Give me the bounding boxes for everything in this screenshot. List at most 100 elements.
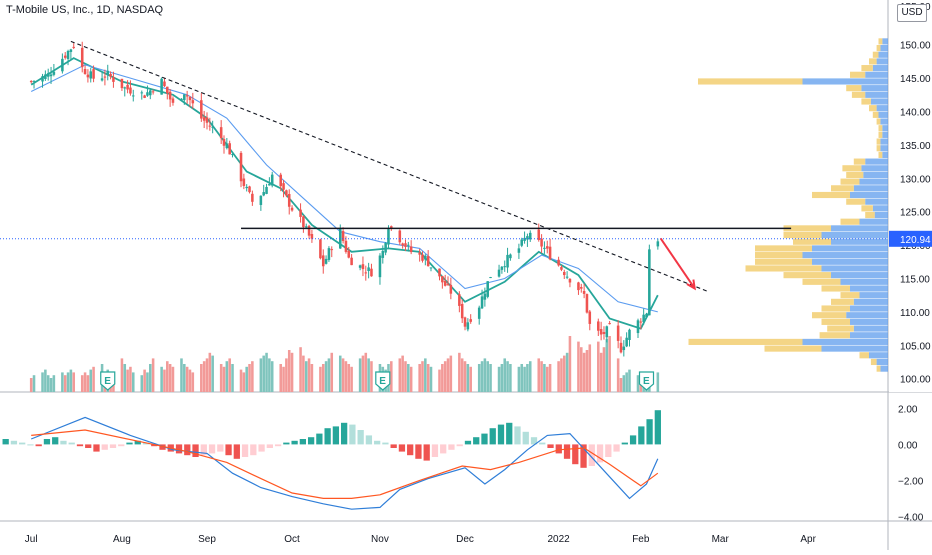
candle-down [562,271,566,276]
volume-bar [29,378,33,392]
macd-histogram-bar [291,440,298,445]
candle-down [418,252,421,255]
volume-bar [262,355,265,392]
last-price-label-bg [889,230,932,247]
macd-histogram-bar [613,444,620,452]
earnings-marker[interactable]: E [100,371,116,391]
volume-bar [466,364,470,392]
volume-bar [279,364,282,392]
volume-bar [577,341,580,392]
volume-bar [568,336,572,392]
macd-pane [2,410,661,510]
macd-histogram-bar [109,444,117,448]
candle-up [642,314,645,322]
volume-bar [449,355,453,392]
candle-down [398,230,402,243]
volume-bar [140,375,144,392]
candle-up [526,236,529,240]
volume-profile-down-bar [846,171,864,179]
candle-up [89,71,93,79]
price-tick-label: 125.00 [900,208,931,219]
candle-down [126,84,129,90]
time-tick-label: 2022 [547,534,570,545]
macd-histogram-bar [580,444,587,468]
candle-down [341,231,345,241]
volume-profile-up-bar [859,218,888,225]
downtrend-line[interactable] [70,40,710,293]
volume-bar [46,375,50,392]
volume-bar [506,361,509,392]
volume-bar [171,366,175,392]
volume-profile-down-bar [876,44,881,52]
volume-bar [398,358,402,392]
volume-profile-down-bar [876,365,881,372]
volume-bar [160,366,163,392]
candle-up [44,74,47,80]
candle-up [61,58,64,72]
volume-bar [86,375,90,392]
candle-down [222,139,226,146]
volume-profile-down-bar [869,105,877,112]
candle-down [103,76,107,78]
candle-up [367,267,370,272]
volume-bar [228,358,231,392]
candle-down [63,55,67,58]
down-arrow[interactable] [659,237,696,290]
volume-bar [517,366,521,392]
candle-down [616,325,620,341]
volume-bar [409,366,413,392]
volume-profile-down-bar [821,305,850,312]
macd-histogram-bar [35,444,42,447]
earnings-badge [375,371,391,391]
volume-bar [483,358,487,392]
earnings-marker[interactable]: E [638,371,655,391]
earnings-label: E [643,376,650,387]
candle-up [384,242,387,253]
macd-histogram-bar [621,442,628,445]
volume-bar [268,358,271,392]
volume-bar [287,350,291,392]
volume-profile-down-bar [846,198,866,205]
macd-histogram-bar [448,444,455,450]
volume-bar [424,358,427,392]
currency-selector[interactable]: USD [897,4,927,22]
candle-up [41,76,44,82]
candle-up [304,226,308,228]
candle-down [347,250,351,258]
candle-down [307,225,311,236]
volume-bar [129,366,132,392]
candle-down [219,127,223,139]
candle-down [588,311,592,324]
candle-down [568,278,572,283]
time-tick-label: Aug [113,534,131,545]
volume-profile-down-bar [859,352,869,359]
volume-profile-up-bar [812,258,888,265]
volume-profile-up-bar [853,325,888,332]
volume-profile-down-bar [764,345,822,352]
earnings-badge [100,371,116,391]
price-tick-label: 145.00 [900,74,931,85]
volume-profile-down-bar [783,272,831,279]
volume-bar [390,361,393,392]
macd-histogram-bar [605,444,612,457]
volume-profile-down-bar [755,245,812,252]
candle-up [149,90,152,96]
volume-bar [625,372,628,392]
macd-histogram-bar [332,426,340,445]
candle-down [602,332,606,334]
candle-down [619,342,623,353]
volume-profile-up-bar [882,151,888,158]
candle-up [628,329,631,340]
time-tick-label: Feb [632,534,650,545]
earnings-marker[interactable]: E [375,371,391,391]
volume-profile-up-bar [840,278,888,285]
macd-histogram-bar [431,444,439,457]
volume-bar [188,369,192,392]
macd-histogram-bar [307,437,315,445]
macd-histogram-bar [241,444,249,457]
candle-down [109,73,112,77]
volume-profile-down-bar [872,51,879,58]
price-axis: 155.00100.00105.00110.00115.00120.00125.… [889,0,932,392]
